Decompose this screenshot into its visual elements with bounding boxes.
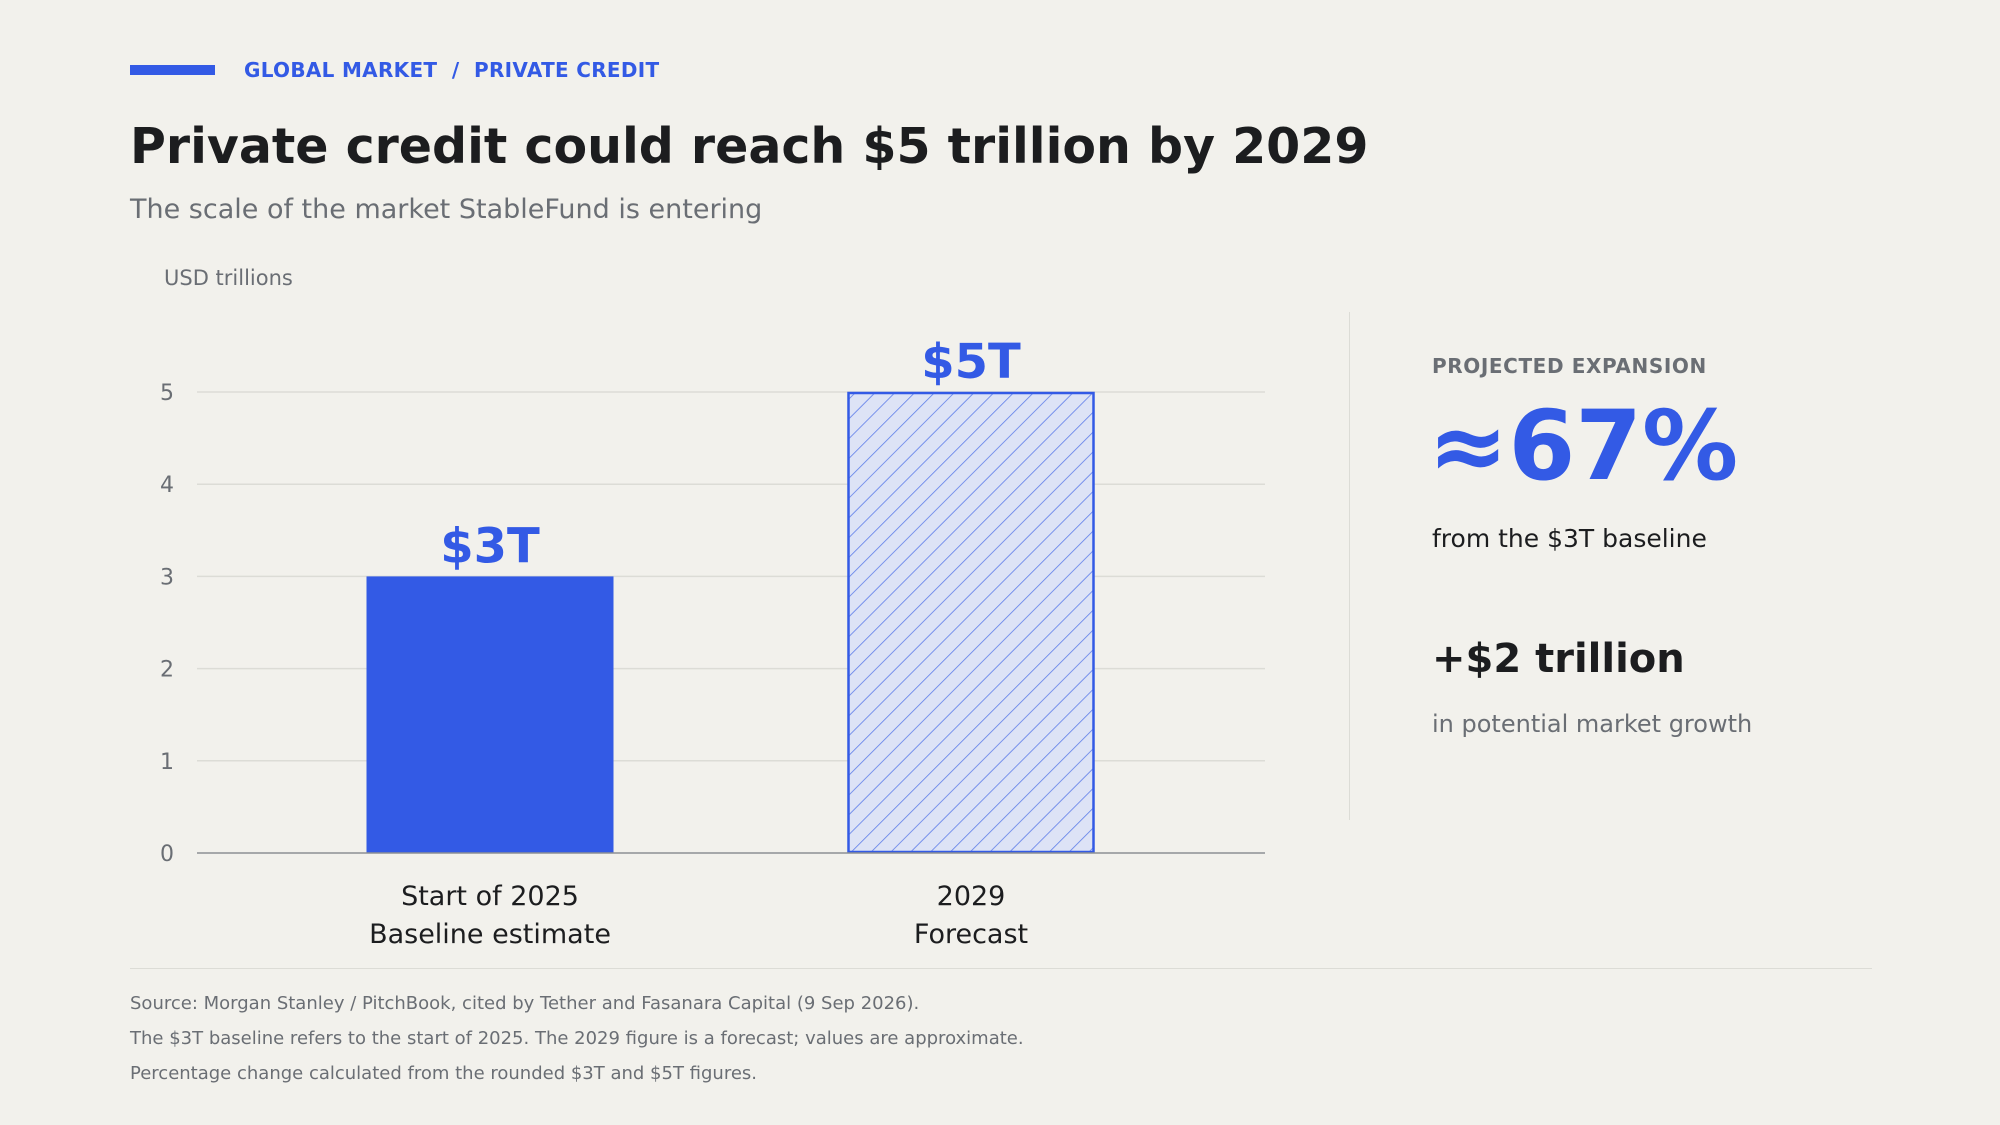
page-subtitle: The scale of the market StableFund is en… — [130, 194, 763, 225]
bar-forecast — [847, 391, 1095, 854]
x-tick-label: Baseline estimate — [369, 919, 611, 950]
percent-change-caption: from the $3T baseline — [1432, 524, 1707, 553]
bar-data-label: $5T — [921, 334, 1021, 390]
y-tick-label: 5 — [160, 381, 174, 406]
footer-divider — [130, 968, 1872, 969]
source-note-line: Source: Morgan Stanley / PitchBook, cite… — [130, 993, 920, 1014]
x-tick-label: 2029 — [937, 881, 1006, 912]
y-tick-label: 4 — [160, 473, 174, 498]
y-axis-label: USD trillions — [164, 266, 293, 290]
accent-bar — [130, 65, 215, 75]
growth-caption: in potential market growth — [1432, 710, 1753, 738]
y-tick-label: 3 — [160, 565, 174, 590]
panel-divider — [1349, 312, 1350, 820]
y-tick-label: 0 — [160, 842, 174, 867]
x-tick-label: Start of 2025 — [401, 881, 579, 912]
y-tick-label: 2 — [160, 658, 174, 683]
bar-data-label: $3T — [440, 518, 540, 574]
panel-kicker: PROJECTED EXPANSION — [1432, 354, 1707, 378]
eyebrow-label: GLOBAL MARKET / PRIVATE CREDIT — [244, 58, 660, 82]
bar-chart: USD trillions 0 1 2 3 4 5 $3T Start of 2025 Basel… — [160, 266, 1265, 950]
bar-baseline — [366, 576, 614, 853]
section-eyebrow: GLOBAL MARKET / PRIVATE CREDIT — [130, 58, 659, 82]
growth-value: +$2 trillion — [1432, 636, 1685, 682]
source-note-line: The $3T baseline refers to the start of … — [130, 1028, 1024, 1049]
page-title: Private credit could reach $5 trillion b… — [130, 118, 1369, 175]
percent-change-value: ≈67% — [1428, 390, 1739, 502]
source-notes: Source: Morgan Stanley / PitchBook, cite… — [130, 993, 1024, 1098]
y-tick-label: 1 — [160, 750, 174, 775]
source-note-line: Percentage change calculated from the ro… — [130, 1063, 758, 1084]
x-tick-label: Forecast — [914, 919, 1028, 950]
